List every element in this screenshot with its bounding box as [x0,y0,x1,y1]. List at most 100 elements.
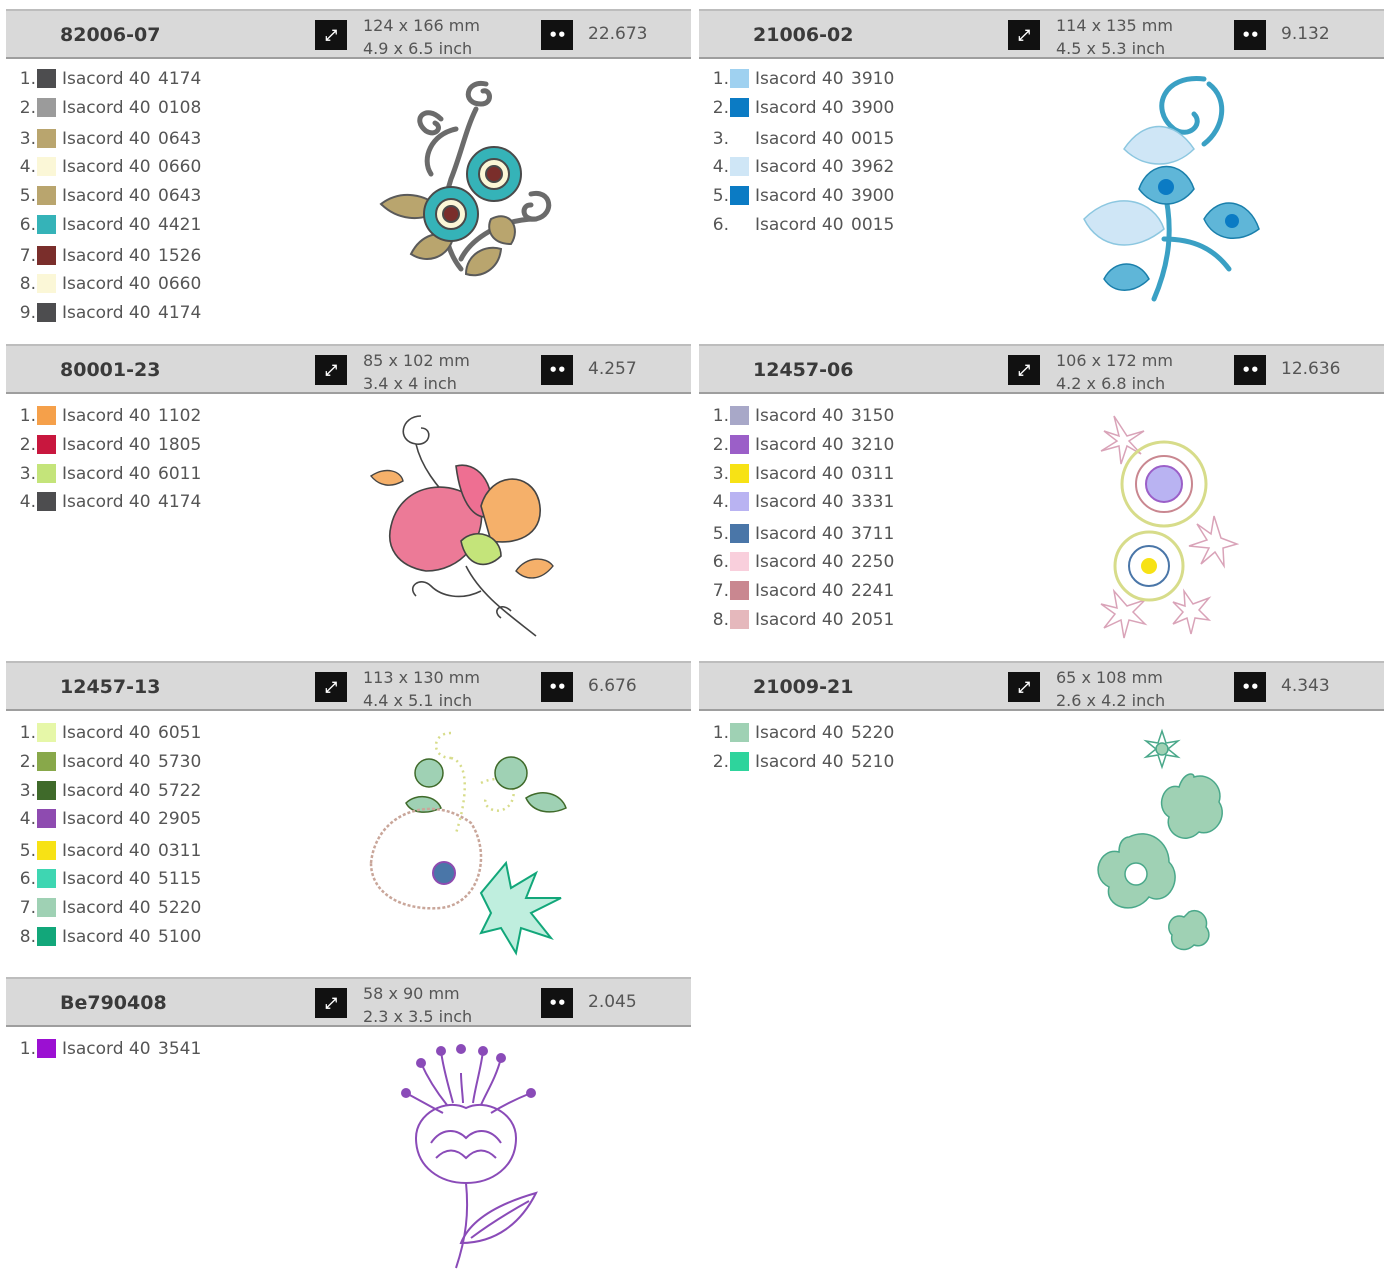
thread-item: 4. Isacord 40 3962 [699,155,929,179]
thread-item: 6. Isacord 40 0015 [699,213,929,237]
thread-number: 1. [712,406,729,426]
dimensions-inch: 4.4 x 5.1 inch [363,691,473,710]
color-swatch [37,274,56,293]
thread-brand: Isacord 40 [755,752,844,772]
thread-brand: Isacord 40 [755,435,844,455]
color-swatch [37,246,56,265]
thread-item: 2. Isacord 40 1805 [6,433,236,457]
resize-arrow-icon: ⤢ [1008,20,1040,50]
thread-item: 2. Isacord 40 5210 [699,750,929,774]
color-swatch [730,752,749,771]
color-swatch [730,552,749,571]
color-swatch [730,723,749,742]
design-id: 82006-07 [60,24,161,46]
thread-number: 9. [19,303,36,323]
thread-code: 1102 [158,406,202,426]
thread-code: 3711 [851,524,895,544]
thread-code: 0015 [851,215,895,235]
thread-code: 3900 [851,186,895,206]
color-swatch [37,492,56,511]
dimensions-mm: 113 x 130 mm [363,668,480,687]
thread-code: 0108 [158,98,202,118]
thread-number: 4. [712,157,729,177]
resize-arrow-icon: ⤢ [315,672,347,702]
thread-code: 2241 [851,581,895,601]
thread-brand: Isacord 40 [62,752,151,772]
thread-brand: Isacord 40 [755,581,844,601]
thread-code: 3210 [851,435,895,455]
thread-brand: Isacord 40 [62,215,151,235]
thread-number: 1. [19,723,36,743]
thread-item: 3. Isacord 40 5722 [6,779,236,803]
thread-item: 4. Isacord 40 0660 [6,155,236,179]
thread-item: 1. Isacord 40 3541 [6,1037,236,1061]
thread-brand: Isacord 40 [62,157,151,177]
thread-number: 2. [19,98,36,118]
color-swatch [37,129,56,148]
color-swatch [37,927,56,946]
thread-code: 4174 [158,69,202,89]
stitch-count: 2.045 [588,992,637,1012]
thread-brand: Isacord 40 [62,274,151,294]
thread-code: 1805 [158,435,202,455]
resize-arrow-icon: ⤢ [315,20,347,50]
stitch-count-icon: •• [541,20,573,50]
thread-code: 4174 [158,303,202,323]
thread-number: 6. [712,552,729,572]
thread-brand: Isacord 40 [62,69,151,89]
thread-item: 5. Isacord 40 0643 [6,184,236,208]
color-swatch [37,841,56,860]
design-dimensions: 85 x 102 mm 3.4 x 4 inch [363,349,470,395]
thread-number: 3. [712,464,729,484]
design-id: Be790408 [60,992,167,1014]
thread-brand: Isacord 40 [62,406,151,426]
thread-item: 3. Isacord 40 0311 [699,462,929,486]
thread-brand: Isacord 40 [755,98,844,118]
design-dimensions: 106 x 172 mm 4.2 x 6.8 inch [1056,349,1173,395]
thread-item: 1. Isacord 40 3910 [699,67,929,91]
thread-code: 6011 [158,464,202,484]
stitch-count: 4.257 [588,359,637,379]
design-header: 82006-07 ⤢ 124 x 166 mm 4.9 x 6.5 inch •… [6,9,691,59]
color-swatch [37,781,56,800]
dimensions-mm: 85 x 102 mm [363,351,470,370]
design-card-82006-07: 82006-07 ⤢ 124 x 166 mm 4.9 x 6.5 inch •… [6,9,691,339]
thread-brand: Isacord 40 [755,157,844,177]
thread-item: 7. Isacord 40 2241 [699,579,929,603]
thread-item: 6. Isacord 40 2250 [699,550,929,574]
thread-code: 5220 [851,723,895,743]
design-id: 12457-13 [60,676,161,698]
color-swatch [37,186,56,205]
thread-number: 1. [712,723,729,743]
color-swatch [37,157,56,176]
thread-item: 1. Isacord 40 4174 [6,67,236,91]
thread-brand: Isacord 40 [62,869,151,889]
design-header: 21006-02 ⤢ 114 x 135 mm 4.5 x 5.3 inch •… [699,9,1384,59]
thread-brand: Isacord 40 [755,215,844,235]
design-id: 80001-23 [60,359,161,381]
thread-code: 2051 [851,610,895,630]
color-swatch [37,809,56,828]
dimensions-mm: 124 x 166 mm [363,16,480,35]
color-swatch [37,435,56,454]
stitch-count-icon: •• [1234,672,1266,702]
thread-number: 8. [19,927,36,947]
design-dimensions: 114 x 135 mm 4.5 x 5.3 inch [1056,14,1173,60]
thread-code: 0660 [158,274,202,294]
resize-arrow-icon: ⤢ [315,988,347,1018]
dimensions-inch: 4.9 x 6.5 inch [363,39,473,58]
thread-number: 7. [19,898,36,918]
thread-number: 5. [712,186,729,206]
color-swatch [730,186,749,205]
thread-number: 3. [19,129,36,149]
thread-number: 2. [712,98,729,118]
design-header: Be790408 ⤢ 58 x 90 mm 2.3 x 3.5 inch •• … [6,977,691,1027]
thread-code: 4421 [158,215,202,235]
dimensions-mm: 58 x 90 mm [363,984,460,1003]
design-header: 21009-21 ⤢ 65 x 108 mm 2.6 x 4.2 inch ••… [699,661,1384,711]
stitch-count: 6.676 [588,676,637,696]
dimensions-inch: 2.3 x 3.5 inch [363,1007,473,1026]
color-swatch [37,869,56,888]
dimensions-inch: 4.2 x 6.8 inch [1056,374,1166,393]
stitch-count-icon: •• [541,355,573,385]
